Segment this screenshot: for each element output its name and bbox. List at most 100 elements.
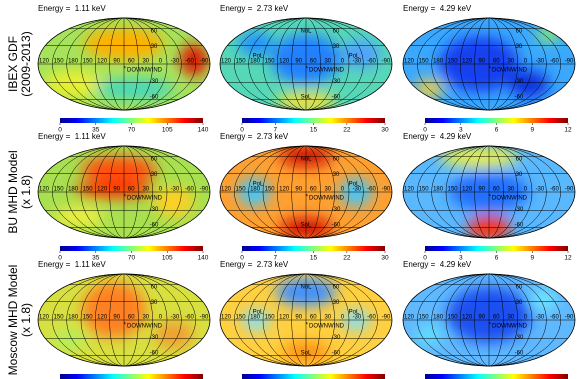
map-blob: [238, 32, 274, 56]
latitude-label: 60: [516, 284, 523, 290]
colorbar: [425, 118, 568, 123]
colorbar-tick-label: 12: [564, 127, 572, 134]
longitude-label: 120: [221, 315, 232, 321]
longitude-label: 120: [462, 187, 473, 193]
longitude-label: 150: [265, 187, 276, 193]
row-label: (x 1.8): [19, 175, 33, 209]
longitude-label: 60: [310, 59, 317, 65]
latitude-label: 30: [333, 44, 340, 50]
latitude-label: -60: [150, 351, 159, 357]
latitude-label: -60: [515, 95, 524, 101]
latitude-label: 60: [333, 28, 340, 34]
map-outline: [402, 145, 576, 239]
longitude-label: 60: [128, 59, 135, 65]
row-label: BU MHD Model: [6, 150, 20, 233]
longitude-label: 60: [310, 315, 317, 321]
downwind-label: DOWNWIND: [492, 68, 528, 74]
longitude-label: -90: [382, 187, 391, 193]
map-blobs: [53, 282, 194, 350]
map-outline: [219, 17, 393, 111]
panel-title: Energy = 2.73 keV: [220, 260, 289, 269]
longitude-label: 180: [68, 59, 79, 65]
region-label: PoL: [349, 54, 360, 60]
map-outline: [402, 273, 576, 367]
map-blob: [415, 325, 443, 345]
longitude-label: 0: [524, 315, 528, 321]
colorbar-tick-label: 0: [58, 255, 62, 262]
latitude-label: 60: [516, 28, 523, 34]
colorbar-tick-label: 140: [198, 255, 209, 262]
longitude-label: 30: [324, 315, 331, 321]
latitude-label: 60: [333, 156, 340, 162]
map-outline: [219, 273, 393, 367]
panel-title: Energy = 1.11 keV: [38, 260, 106, 269]
longitude-label: 150: [236, 187, 247, 193]
map: [38, 274, 210, 366]
latitude-label: 30: [516, 44, 523, 50]
map-outline: [37, 273, 211, 367]
longitude-label: 150: [419, 187, 430, 193]
map-blob: [74, 182, 154, 198]
latitude-label: -30: [150, 335, 159, 341]
longitude-label: -30: [353, 59, 362, 65]
colorbar-tick-label: 9: [530, 127, 534, 134]
map-outline: [37, 17, 211, 111]
longitude-label: 90: [113, 315, 120, 321]
latitude-label: 30: [516, 172, 523, 178]
longitude-label: 150: [448, 59, 459, 65]
colorbar-tick-label: 35: [92, 255, 100, 262]
colorbar-tick-label: 12: [564, 255, 572, 262]
longitude-label: -90: [200, 187, 209, 193]
panel-title: Energy = 2.73 keV: [220, 132, 289, 141]
downwind-marker: *: [124, 67, 127, 73]
colorbar-tick-label: 6: [495, 255, 499, 262]
longitude-label: 180: [68, 315, 79, 321]
longitude-label: 30: [324, 59, 331, 65]
map-blob: [44, 70, 104, 98]
longitude-label: 150: [83, 59, 94, 65]
colorbar: [242, 374, 385, 379]
colorbar-tick-label: 15: [310, 127, 318, 134]
longitude-label: -90: [565, 59, 574, 65]
colorbar-tick-label: 6: [495, 127, 499, 134]
latitude-label: -30: [515, 335, 524, 341]
colorbar-tick-label: 0: [423, 255, 427, 262]
longitude-label: -30: [171, 315, 180, 321]
downwind-marker: *: [124, 323, 127, 329]
latitude-label: 60: [151, 284, 158, 290]
longitude-label: 120: [279, 315, 290, 321]
longitude-label: 150: [448, 187, 459, 193]
longitude-label: -30: [353, 315, 362, 321]
latitude-label: -60: [515, 351, 524, 357]
row-label: (x 1.8): [19, 303, 33, 337]
longitude-label: 120: [462, 59, 473, 65]
colorbar-tick-label: 0: [423, 127, 427, 134]
downwind-marker: *: [124, 195, 127, 201]
region-label: NoL: [300, 157, 312, 163]
longitude-label: 150: [236, 59, 247, 65]
region-label: PoL: [349, 182, 360, 188]
colorbar: [425, 246, 568, 251]
longitude-label: 30: [507, 59, 514, 65]
region-label: NoL: [300, 29, 312, 35]
longitude-label: 150: [419, 315, 430, 321]
colorbar: [60, 246, 203, 251]
downwind-marker: *: [306, 195, 309, 201]
longitude-label: -90: [382, 315, 391, 321]
colorbar: [60, 118, 203, 123]
longitude-label: -30: [536, 59, 545, 65]
longitude-label: -90: [565, 187, 574, 193]
latitude-label: -60: [150, 223, 159, 229]
map-blob: [180, 44, 208, 76]
colorbar-tick-label: 0: [58, 127, 62, 134]
longitude-label: 90: [295, 315, 302, 321]
longitude-label: 120: [221, 187, 232, 193]
latitude-label: -30: [150, 79, 159, 85]
latitude-label: 30: [333, 172, 340, 178]
colorbar-tick-label: 0: [240, 127, 244, 134]
colorbar-tick-label: 22: [343, 255, 351, 262]
